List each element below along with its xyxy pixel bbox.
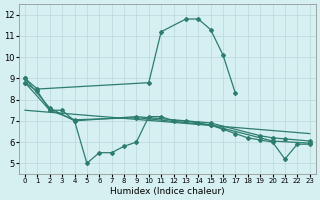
X-axis label: Humidex (Indice chaleur): Humidex (Indice chaleur)	[110, 187, 225, 196]
